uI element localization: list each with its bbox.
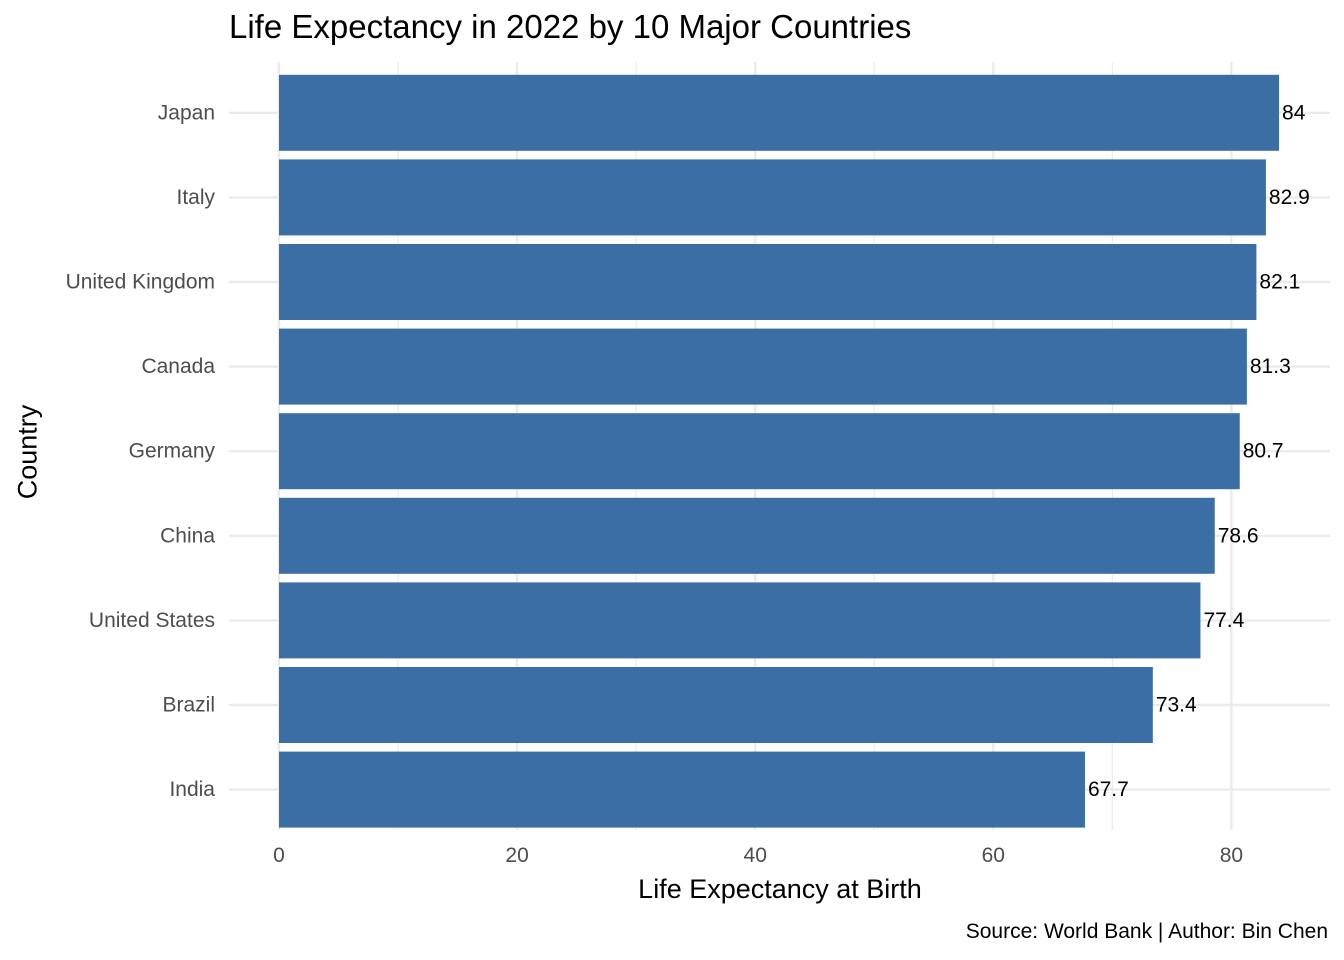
bar	[279, 751, 1085, 828]
y-axis-title: Country	[12, 404, 43, 500]
y-tick-label: United Kingdom	[66, 271, 215, 294]
bar-value-label: 67.7	[1088, 778, 1129, 801]
bar	[279, 244, 1257, 320]
y-tick-label: Brazil	[162, 694, 215, 717]
bar-value-label: 82.9	[1269, 186, 1310, 209]
bar-value-label: 80.7	[1243, 440, 1284, 463]
x-axis-title: Life Expectancy at Birth	[638, 874, 922, 904]
bar	[279, 413, 1240, 490]
bar	[279, 497, 1215, 574]
bar-value-label: 77.4	[1203, 609, 1244, 632]
bar	[279, 667, 1153, 743]
bar	[279, 74, 1280, 151]
y-tick-label: Italy	[176, 186, 215, 209]
chart-caption: Source: World Bank | Author: Bin Chen	[965, 920, 1328, 943]
y-tick-label: China	[160, 524, 215, 547]
chart-title: Life Expectancy in 2022 by 10 Major Coun…	[229, 8, 912, 45]
x-tick-label: 40	[744, 844, 767, 867]
bar-value-label: 81.3	[1250, 355, 1291, 378]
bar	[279, 328, 1247, 405]
y-tick-label: Germany	[129, 440, 216, 463]
bar	[279, 582, 1201, 659]
y-tick-label: India	[169, 778, 215, 801]
bar-value-label: 78.6	[1218, 524, 1259, 547]
x-tick-label: 0	[273, 844, 285, 867]
x-tick-label: 80	[1220, 844, 1243, 867]
y-tick-label: Japan	[158, 101, 215, 124]
x-tick-label: 60	[982, 844, 1005, 867]
x-tick-label: 20	[505, 844, 528, 867]
y-tick-label: Canada	[141, 355, 215, 378]
bar-value-label: 82.1	[1259, 271, 1300, 294]
y-tick-label: United States	[89, 609, 215, 632]
bar-value-label: 73.4	[1156, 694, 1197, 717]
bar-value-label: 84	[1282, 101, 1306, 124]
bar	[279, 159, 1266, 236]
